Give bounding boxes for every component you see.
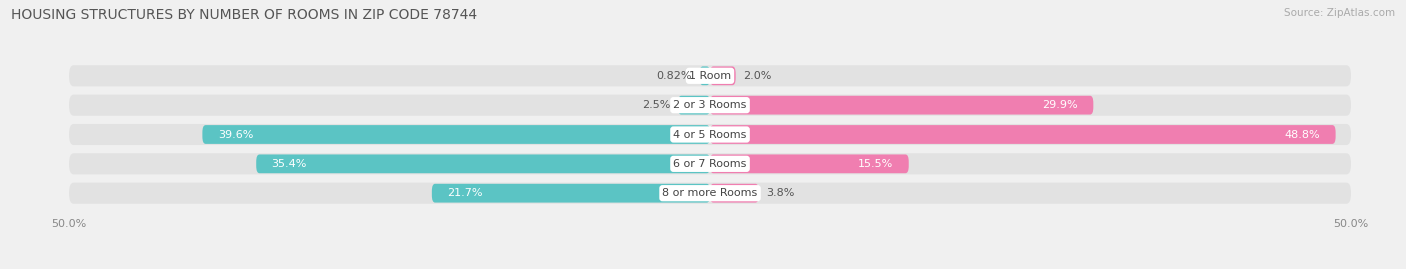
Text: 29.9%: 29.9%: [1042, 100, 1078, 110]
Text: 2 or 3 Rooms: 2 or 3 Rooms: [673, 100, 747, 110]
FancyBboxPatch shape: [432, 184, 710, 203]
FancyBboxPatch shape: [256, 154, 710, 173]
FancyBboxPatch shape: [69, 183, 1351, 204]
Text: 4 or 5 Rooms: 4 or 5 Rooms: [673, 129, 747, 140]
FancyBboxPatch shape: [678, 96, 710, 115]
Text: 2.0%: 2.0%: [744, 71, 772, 81]
FancyBboxPatch shape: [69, 95, 1351, 116]
Text: 21.7%: 21.7%: [447, 188, 482, 198]
Text: 15.5%: 15.5%: [858, 159, 893, 169]
Text: 39.6%: 39.6%: [218, 129, 253, 140]
FancyBboxPatch shape: [69, 65, 1351, 86]
Text: 2.5%: 2.5%: [643, 100, 671, 110]
FancyBboxPatch shape: [710, 66, 735, 85]
FancyBboxPatch shape: [700, 66, 710, 85]
Text: 6 or 7 Rooms: 6 or 7 Rooms: [673, 159, 747, 169]
Text: 48.8%: 48.8%: [1285, 129, 1320, 140]
Text: 8 or more Rooms: 8 or more Rooms: [662, 188, 758, 198]
Text: Source: ZipAtlas.com: Source: ZipAtlas.com: [1284, 8, 1395, 18]
FancyBboxPatch shape: [710, 125, 1336, 144]
Text: 0.82%: 0.82%: [657, 71, 692, 81]
FancyBboxPatch shape: [202, 125, 710, 144]
FancyBboxPatch shape: [69, 153, 1351, 174]
FancyBboxPatch shape: [69, 124, 1351, 145]
FancyBboxPatch shape: [710, 184, 759, 203]
FancyBboxPatch shape: [710, 154, 908, 173]
Text: 3.8%: 3.8%: [766, 188, 794, 198]
Text: HOUSING STRUCTURES BY NUMBER OF ROOMS IN ZIP CODE 78744: HOUSING STRUCTURES BY NUMBER OF ROOMS IN…: [11, 8, 478, 22]
FancyBboxPatch shape: [710, 96, 1094, 115]
Text: 1 Room: 1 Room: [689, 71, 731, 81]
Text: 35.4%: 35.4%: [271, 159, 307, 169]
